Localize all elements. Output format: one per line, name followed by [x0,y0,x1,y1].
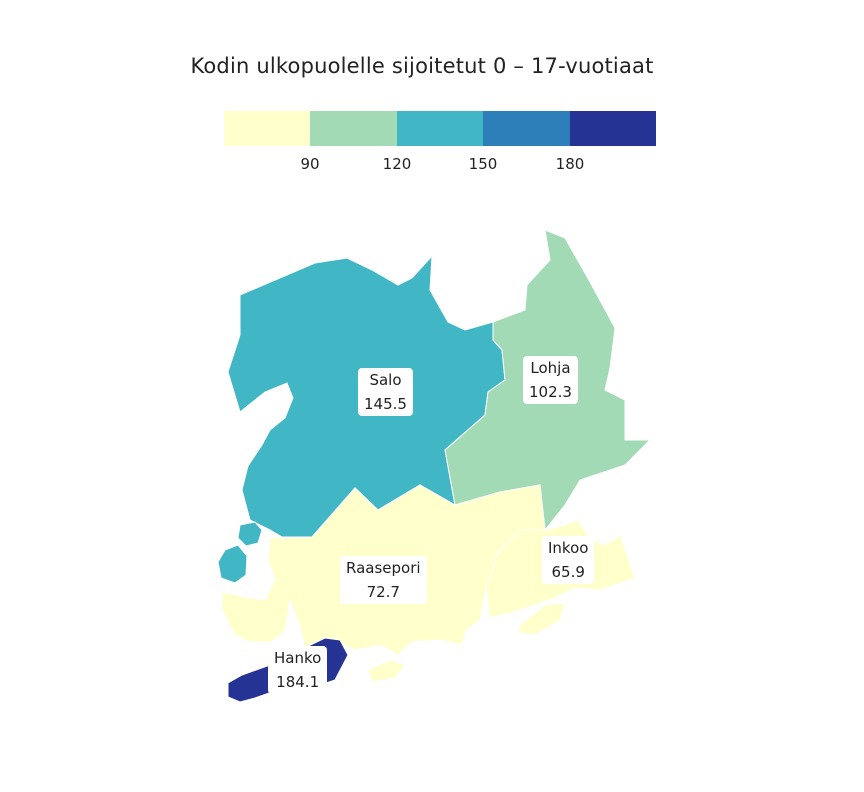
legend-tick-1: 90 [300,155,320,173]
region-name: Hanko [274,649,322,667]
color-legend: 90 120 150 180 [224,111,657,191]
region-label-raasepori: Raasepori 72.7 [340,556,427,604]
region-label-inkoo: Inkoo 65.9 [542,536,595,584]
region-value: 65.9 [551,563,585,581]
legend-tick-2: 120 [382,155,412,173]
map-title: Kodin ulkopuolelle sijoitetut 0 – 17-vuo… [190,54,654,78]
region-value: 184.1 [276,673,320,691]
legend-tick-4: 180 [555,155,585,173]
region-value: 145.5 [364,395,407,413]
region-name: Inkoo [548,539,589,557]
region-name: Salo [369,371,402,389]
legend-swatch-5 [569,111,657,146]
region-name: Raasepori [346,559,421,577]
region-value: 102.3 [529,383,572,401]
legend-swatch-2 [310,111,397,146]
region-label-hanko: Hanko 184.1 [268,646,328,694]
legend-bar [224,111,657,146]
region-name: Lohja [530,359,571,377]
region-value: 72.7 [366,583,400,601]
legend-swatch-1 [224,111,311,146]
region-label-lohja: Lohja 102.3 [523,356,578,404]
legend-tick-3: 150 [468,155,498,173]
region-label-salo: Salo 145.5 [358,368,413,416]
legend-swatch-4 [483,111,570,146]
legend-swatch-3 [396,111,484,146]
